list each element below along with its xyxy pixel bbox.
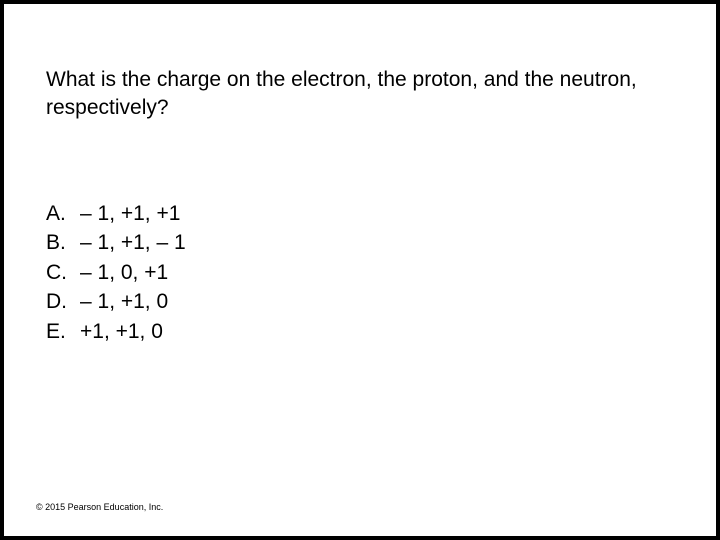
option-text: – 1, +1, – 1: [80, 228, 186, 257]
question-text: What is the charge on the electron, the …: [46, 66, 646, 123]
option-letter: E.: [46, 317, 80, 346]
answer-options: A. – 1, +1, +1 B. – 1, +1, – 1 C. – 1, 0…: [46, 199, 186, 346]
option-row: E. +1, +1, 0: [46, 317, 186, 346]
option-text: – 1, 0, +1: [80, 258, 186, 287]
option-text: – 1, +1, 0: [80, 287, 186, 316]
slide: What is the charge on the electron, the …: [4, 4, 716, 536]
option-row: B. – 1, +1, – 1: [46, 228, 186, 257]
option-text: – 1, +1, +1: [80, 199, 186, 228]
option-row: A. – 1, +1, +1: [46, 199, 186, 228]
option-letter: A.: [46, 199, 80, 228]
option-letter: C.: [46, 258, 80, 287]
copyright-text: © 2015 Pearson Education, Inc.: [36, 502, 163, 512]
option-text: +1, +1, 0: [80, 317, 186, 346]
option-letter: B.: [46, 228, 80, 257]
option-letter: D.: [46, 287, 80, 316]
option-row: C. – 1, 0, +1: [46, 258, 186, 287]
option-row: D. – 1, +1, 0: [46, 287, 186, 316]
